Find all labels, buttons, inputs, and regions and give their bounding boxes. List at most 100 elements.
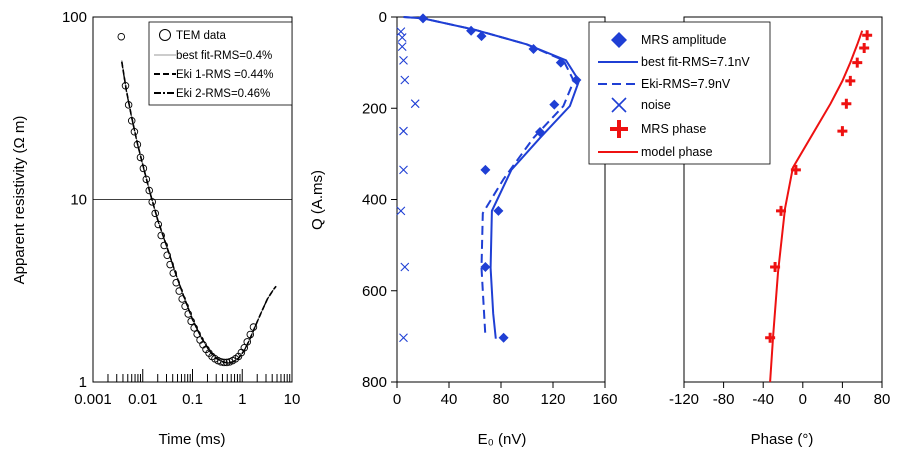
mrs-y-tick-label-2: 400 [362, 192, 387, 209]
mrs-legend-label-4: MRS phase [641, 122, 706, 136]
tem-x-tick-label-0: 0.001 [74, 391, 112, 408]
phase-x-tick-label-0: -120 [669, 391, 699, 408]
tem-data-point-13 [157, 231, 165, 240]
mrs-series-line-2 [403, 16, 575, 337]
mrs-amplitude-point-4 [555, 57, 566, 68]
phase-data-point-6 [790, 164, 801, 175]
phase-x-tick-label-5: 80 [874, 391, 891, 408]
mrs-noise-point-8 [396, 206, 406, 216]
tem-data-point-8 [142, 175, 151, 184]
mrs-noise-point-0 [396, 27, 406, 36]
mrs-x-tick-label-1: 40 [441, 391, 458, 408]
mrs-noise-point-5 [410, 99, 420, 109]
phase-data-point-8 [770, 262, 781, 273]
tem-series-line-1 [121, 60, 277, 364]
mrs-noise-point-1 [397, 33, 407, 42]
mrs-noise-point-2 [397, 42, 407, 52]
phase-data-point-0 [862, 30, 873, 41]
tem-data-point-0 [117, 32, 126, 41]
phase-plot-frame [683, 16, 883, 383]
mrs-x-tick-label-2: 80 [493, 391, 510, 408]
mrs-amplitude-point-0 [418, 13, 428, 24]
tem-data-point-15 [163, 251, 171, 259]
phase-data-point-9 [765, 332, 776, 343]
mrs-y-tick-label-1: 200 [362, 100, 387, 117]
phase-data-point-4 [841, 98, 852, 109]
mrs-amplitude-point-3 [528, 43, 539, 54]
phase-data-point-3 [845, 75, 856, 86]
tem-data-point-17 [169, 269, 177, 277]
tem-x-tick-label-3: 1 [238, 391, 246, 408]
phase-panel: -120 -80 -40 0 40 80 Phase (°) [669, 16, 891, 448]
mrs-x-tick-label-4: 160 [592, 391, 617, 408]
phase-model-line [769, 30, 864, 383]
tem-series-line-2 [121, 61, 277, 364]
phase-data-point-7 [776, 205, 787, 216]
phase-x-tick-label-1: -80 [713, 391, 735, 408]
tem-x-tick-label-2: 0.1 [182, 391, 203, 408]
mrs-ticks: 0 200 400 600 800 0 40 80 120 160 [362, 9, 618, 408]
mrs-amplitude-point-7 [535, 126, 545, 137]
tem-legend: TEM data best fit-RMS=0.4% Eki 1-RMS =0.… [148, 21, 293, 106]
mrs-legend-label-3: noise [641, 98, 671, 112]
mrs-noise-point-6 [399, 126, 408, 136]
legend-x-icon [611, 97, 627, 113]
mrs-y-tick-label-0: 0 [379, 9, 387, 26]
tem-data-point-22 [184, 310, 192, 318]
mrs-amplitude-point-11 [498, 332, 509, 343]
tem-x-axis-label: Time (ms) [159, 431, 226, 448]
mrs-y-tick-label-3: 600 [362, 283, 387, 300]
mrs-amplitude-point-9 [493, 205, 504, 216]
phase-data-point-2 [852, 57, 863, 68]
tem-legend-label-2: Eki 1-RMS =0.44% [176, 69, 273, 81]
tem-series-line-3 [121, 62, 277, 364]
tem-data-point-20 [178, 295, 186, 303]
mrs-amplitude-point-6 [549, 99, 560, 110]
mrs-legend: MRS amplitude best fit-RMS=7.1nV Eki-RMS… [588, 21, 771, 165]
tem-legend-label-3: Eki 2-RMS=0.46% [176, 88, 270, 100]
mrs-noise-point-9 [400, 262, 410, 272]
mrs-legend-label-5: model phase [641, 145, 713, 159]
phase-x-tick-label-3: 0 [799, 391, 807, 408]
phase-x-axis-label: Phase (°) [751, 431, 814, 448]
tem-y-tick-label-1: 10 [70, 192, 87, 209]
phase-data-point-1 [859, 43, 870, 54]
legend-diamond-icon [611, 32, 627, 48]
mrs-series-line-1 [403, 16, 581, 339]
tem-legend-box [148, 21, 293, 106]
mrs-marks [396, 13, 582, 343]
mrs-y-tick-label-4: 800 [362, 374, 387, 391]
tem-data-point-14 [160, 241, 168, 250]
mrs-amplitude-point-2 [476, 31, 487, 42]
tem-y-tick-label-0: 1 [79, 374, 87, 391]
tem-legend-label-0: TEM data [176, 30, 226, 42]
mrs-amplitude-point-8 [480, 164, 491, 175]
tem-y-axis-label: Apparent resistivity (Ω m) [11, 116, 28, 285]
mrs-x-tick-label-3: 120 [540, 391, 565, 408]
tem-legend-label-1: best fit-RMS=0.4% [176, 50, 272, 62]
mrs-x-axis-label: E₀ (nV) [478, 431, 527, 448]
mrs-noise-point-10 [399, 333, 408, 343]
legend-plus-icon [610, 120, 628, 138]
tem-y-tick-label-2: 100 [62, 9, 87, 26]
tem-x-tick-label-1: 0.01 [128, 391, 157, 408]
mrs-amplitude-panel: 0 200 400 600 800 0 40 80 120 160 E₀ (nV) Q (A.ms… [309, 9, 618, 448]
tem-ticks: 1 10 100 0.001 0.01 0.1 1 10 [62, 9, 300, 408]
phase-data-point-5 [837, 126, 848, 137]
phase-x-tick-label-2: -40 [752, 391, 774, 408]
mrs-noise-point-4 [400, 75, 410, 85]
mrs-noise-point-3 [399, 55, 408, 65]
mrs-amplitude-point-10 [480, 262, 491, 273]
mrs-y-axis-label: Q (A.ms) [309, 170, 326, 230]
mrs-legend-label-0: MRS amplitude [641, 33, 726, 47]
mrs-x-tick-label-0: 0 [393, 391, 401, 408]
mrs-amplitude-point-1 [466, 25, 477, 36]
tem-panel: 1 10 100 0.001 0.01 0.1 1 10 Time (ms) Apparent… [11, 9, 300, 448]
tem-marks [117, 32, 277, 367]
phase-marks [765, 30, 873, 383]
mrs-legend-label-1: best fit-RMS=7.1nV [641, 55, 750, 69]
phase-x-tick-label-4: 40 [834, 391, 851, 408]
tem-data-point-21 [181, 302, 189, 311]
legend-circle-icon [159, 29, 171, 41]
